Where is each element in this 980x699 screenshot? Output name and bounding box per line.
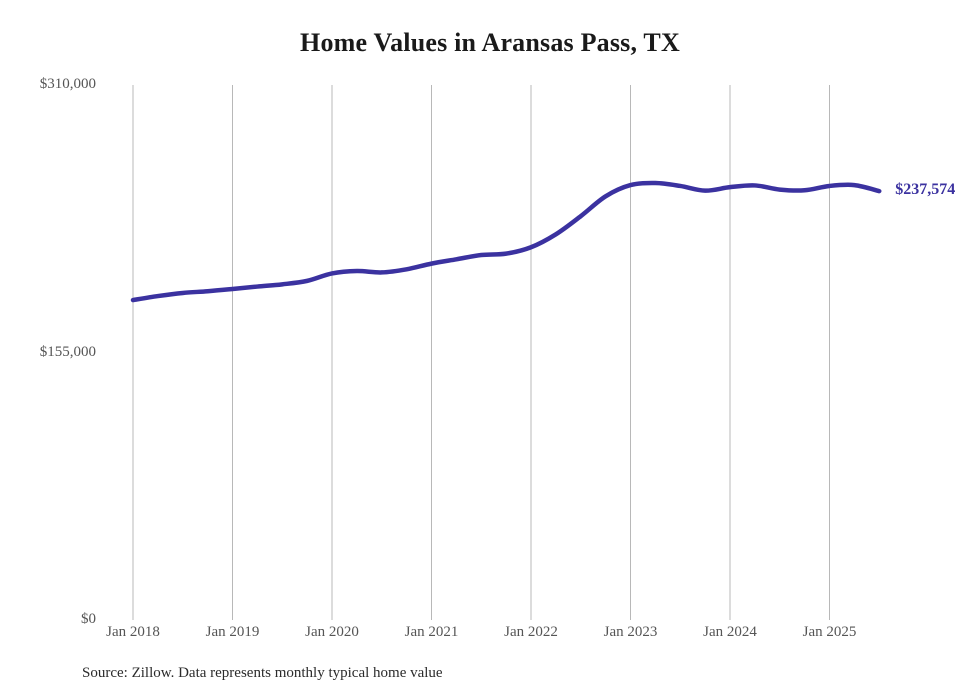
y-tick-label: $0 [81,611,96,627]
y-tick-label: $155,000 [39,343,96,360]
end-value-annotation: $237,574 [895,181,956,199]
series-group [130,180,882,303]
series-line [130,180,882,303]
x-tick-label: Jan 2023 [603,624,658,640]
x-tick-label: Jan 2022 [504,624,558,640]
x-tick-label: Jan 2020 [305,624,359,640]
source-note: Source: Zillow. Data represents monthly … [82,665,443,681]
gridlines-group [132,85,830,620]
x-tick-label: Jan 2024 [703,624,757,640]
x-tick-label: Jan 2021 [404,624,459,640]
x-tick-label: Jan 2025 [802,624,857,640]
x-tick-label: Jan 2019 [205,624,260,640]
x-tick-label: Jan 2018 [106,624,160,640]
y-tick-label: $310,000 [39,76,96,92]
chart-title: Home Values in Aransas Pass, TX [300,28,680,57]
